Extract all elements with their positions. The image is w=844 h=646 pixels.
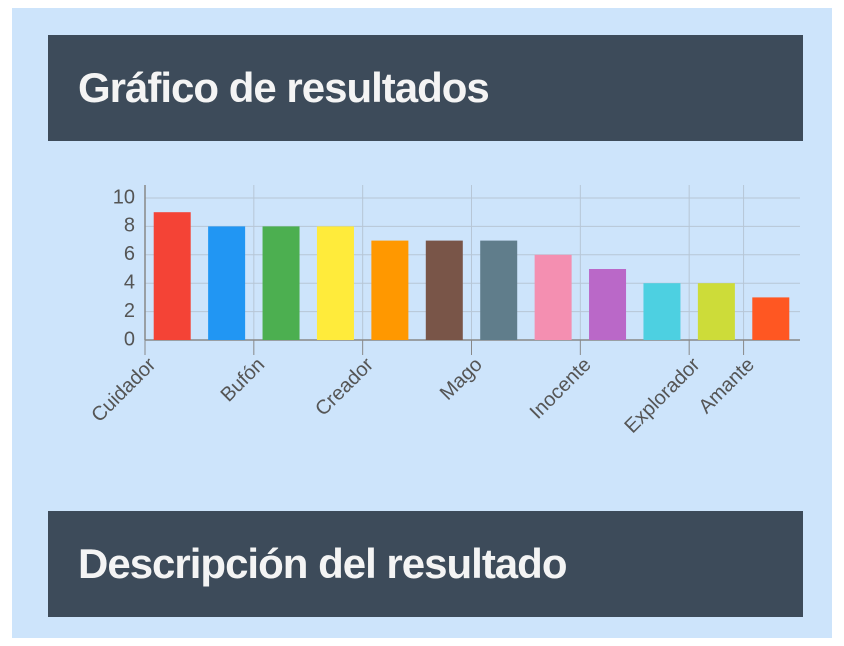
bar — [153, 212, 191, 340]
y-tick-label: 2 — [124, 300, 135, 322]
x-tick-label: Explorador — [620, 353, 704, 437]
bar — [643, 283, 681, 340]
y-tick-label: 10 — [113, 186, 135, 208]
description-header: Descripción del resultado — [48, 511, 803, 617]
y-tick-label: 6 — [124, 243, 135, 265]
bar — [208, 226, 246, 340]
x-tick-label: Creador — [311, 353, 378, 420]
bar — [534, 254, 572, 340]
y-tick-label: 8 — [124, 215, 135, 237]
x-tick-label: Inocente — [526, 354, 596, 424]
bar — [480, 240, 518, 340]
x-tick-label: Bufón — [217, 354, 270, 407]
bar — [425, 240, 463, 340]
panel: Gráfico de resultados Descripción del re… — [12, 8, 832, 638]
bar — [371, 240, 409, 340]
bar — [697, 283, 735, 340]
y-tick-label: 0 — [124, 328, 135, 350]
x-tick-label: Cuidador — [87, 353, 160, 426]
chart-header: Gráfico de resultados — [48, 35, 803, 141]
y-tick-label: 4 — [124, 271, 135, 293]
bar — [316, 226, 354, 340]
bar — [589, 269, 627, 340]
bar — [262, 226, 300, 340]
bar — [752, 297, 790, 340]
x-tick-label: Amante — [695, 354, 759, 418]
x-tick-label: Mago — [436, 354, 487, 405]
